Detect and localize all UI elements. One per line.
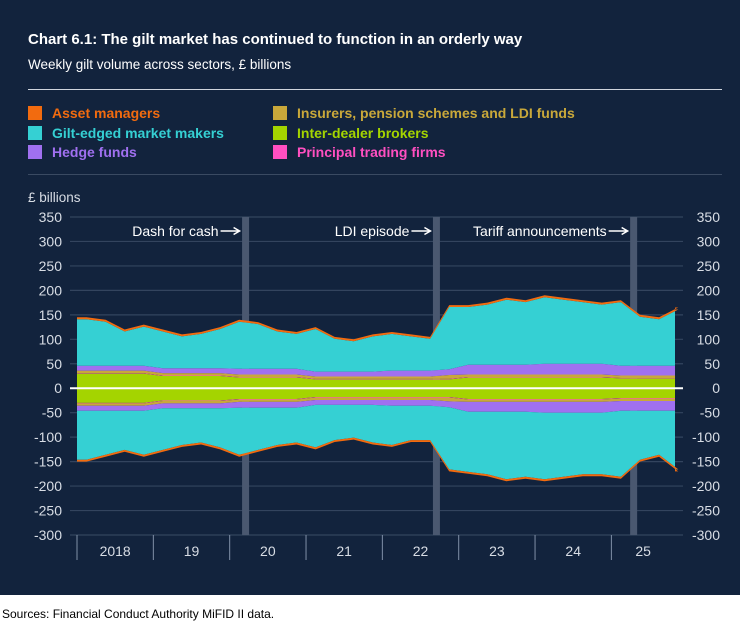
legend-item-insurers: Insurers, pension schemes and LDI funds bbox=[273, 105, 575, 121]
y-tick-label-left: 200 bbox=[39, 282, 63, 298]
legend-swatch bbox=[28, 106, 42, 120]
header-divider bbox=[28, 89, 722, 90]
chart-title: Chart 6.1: The gilt market has continued… bbox=[28, 31, 523, 48]
arrow-right-icon bbox=[608, 226, 630, 236]
area-hedge_funds-negative bbox=[77, 400, 679, 413]
legend-item-ptfs: Principal trading firms bbox=[273, 144, 446, 160]
source-note: Sources: Financial Conduct Authority MiF… bbox=[2, 607, 275, 621]
area-insurers-positive bbox=[77, 370, 679, 379]
legend-item-gemms: Gilt-edged market makers bbox=[28, 125, 224, 141]
legend-swatch bbox=[28, 145, 42, 159]
legend-label: Gilt-edged market makers bbox=[52, 125, 224, 141]
legend-label: Inter-dealer brokers bbox=[297, 125, 429, 141]
y-tick-label-right: -250 bbox=[692, 503, 720, 519]
event-label: Tariff announcements bbox=[473, 223, 607, 239]
area-gemms-positive bbox=[77, 297, 679, 372]
legend-item-idbs: Inter-dealer brokers bbox=[273, 125, 429, 141]
area-idbs-negative bbox=[77, 388, 679, 403]
y-tick-label-left: -50 bbox=[42, 405, 62, 421]
y-tick-label-right: -100 bbox=[692, 429, 720, 445]
y-tick-label-left: 250 bbox=[39, 258, 63, 274]
legend-item-hedge-funds: Hedge funds bbox=[28, 144, 137, 160]
y-tick-label-left: 0 bbox=[54, 380, 62, 396]
event-label: LDI episode bbox=[335, 223, 410, 239]
legend-swatch bbox=[273, 126, 287, 140]
chart-subtitle: Weekly gilt volume across sectors, £ bil… bbox=[28, 57, 292, 72]
x-tick-label: 19 bbox=[184, 543, 200, 559]
legend-divider bbox=[28, 174, 722, 175]
legend-label: Insurers, pension schemes and LDI funds bbox=[297, 105, 575, 121]
x-tick-label: 21 bbox=[336, 543, 352, 559]
arrow-right-icon bbox=[411, 226, 432, 236]
x-tick-label: 20 bbox=[260, 543, 276, 559]
y-tick-label-right: 0 bbox=[712, 380, 720, 396]
area-hedge_funds-positive bbox=[77, 363, 679, 377]
legend-label: Principal trading firms bbox=[297, 144, 446, 160]
legend-label: Asset managers bbox=[52, 105, 161, 121]
area-idbs-positive bbox=[77, 373, 679, 389]
y-tick-label-right: 50 bbox=[704, 356, 720, 372]
legend-swatch bbox=[28, 126, 42, 140]
y-tick-label-left: 150 bbox=[39, 307, 63, 323]
y-tick-label-left: -300 bbox=[34, 527, 62, 543]
y-tick-label-right: -200 bbox=[692, 478, 720, 494]
legend-swatch bbox=[273, 145, 287, 159]
area-insurers-negative bbox=[77, 397, 679, 406]
y-tick-label-right: 250 bbox=[697, 258, 721, 274]
y-tick-label-left: -250 bbox=[34, 503, 62, 519]
y-tick-label-left: 100 bbox=[39, 331, 63, 347]
x-tick-label: 24 bbox=[565, 543, 581, 559]
y-tick-label-right: -150 bbox=[692, 454, 720, 470]
arrow-right-icon bbox=[220, 226, 242, 236]
x-tick-label: 23 bbox=[489, 543, 505, 559]
area-asset_managers-negative bbox=[77, 437, 679, 482]
y-tick-label-right: 300 bbox=[697, 233, 721, 249]
y-tick-label-right: 200 bbox=[697, 282, 721, 298]
y-tick-label-left: 300 bbox=[39, 233, 63, 249]
y-tick-label-left: -100 bbox=[34, 429, 62, 445]
legend-item-asset-managers: Asset managers bbox=[28, 105, 160, 121]
y-tick-label-right: 350 bbox=[697, 209, 721, 225]
legend-swatch bbox=[273, 106, 287, 120]
y-tick-label-left: 50 bbox=[46, 356, 62, 372]
event-label: Dash for cash bbox=[132, 223, 218, 239]
x-tick-label: 2018 bbox=[100, 543, 131, 559]
x-tick-label: 25 bbox=[635, 543, 651, 559]
y-tick-label-right: 150 bbox=[697, 307, 721, 323]
chart-panel bbox=[0, 0, 740, 595]
y-tick-label-right: 100 bbox=[697, 331, 721, 347]
y-tick-label-left: -200 bbox=[34, 478, 62, 494]
x-tick-label: 22 bbox=[413, 543, 429, 559]
y-axis-unit: £ billions bbox=[28, 190, 81, 205]
legend-label: Hedge funds bbox=[52, 144, 137, 160]
y-tick-label-left: 350 bbox=[39, 209, 63, 225]
y-tick-label-left: -150 bbox=[34, 454, 62, 470]
y-tick-label-right: -300 bbox=[692, 527, 720, 543]
y-tick-label-right: -50 bbox=[700, 405, 720, 421]
area-gemms-negative bbox=[77, 404, 679, 480]
